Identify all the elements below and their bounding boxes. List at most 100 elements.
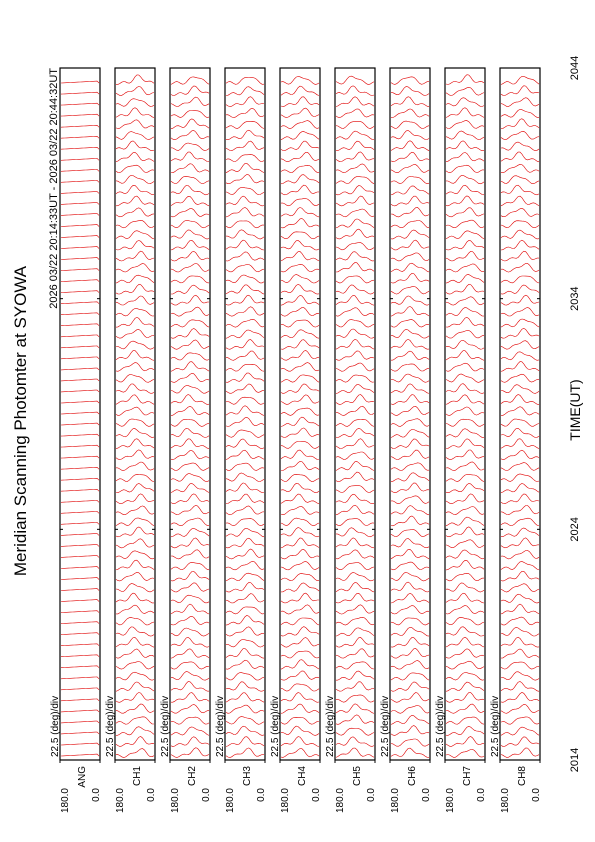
scan-trace <box>225 716 265 725</box>
scan-trace <box>60 433 100 437</box>
scan-trace <box>115 350 155 361</box>
scan-trace <box>445 219 485 228</box>
scan-trace <box>280 207 320 218</box>
scan-trace <box>60 246 100 249</box>
scan-trace <box>115 329 155 339</box>
scan-trace <box>280 218 320 229</box>
scan-trace <box>390 705 430 714</box>
scan-trace <box>60 146 100 150</box>
scan-trace <box>170 239 210 251</box>
scan-trace <box>170 427 210 438</box>
scan-trace <box>60 91 100 95</box>
scan-trace <box>60 500 100 503</box>
scan-trace <box>445 749 485 758</box>
scan-trace <box>170 372 210 383</box>
scan-trace <box>445 474 485 482</box>
scan-trace <box>335 163 375 174</box>
scan-trace <box>445 383 485 394</box>
scan-trace <box>390 262 430 273</box>
scan-trace <box>445 406 485 416</box>
scan-trace <box>335 438 375 449</box>
scan-trace <box>335 518 375 527</box>
scan-trace <box>501 527 540 537</box>
scan-trace <box>170 462 210 471</box>
scale-label: 22.5 (deg)/div <box>105 696 116 757</box>
scan-trace <box>445 725 485 736</box>
scan-trace <box>225 140 265 152</box>
scan-trace <box>115 493 155 504</box>
scan-trace <box>335 549 375 560</box>
scan-trace <box>445 152 485 162</box>
scan-trace <box>60 709 100 713</box>
scan-trace <box>280 107 320 118</box>
scan-trace <box>280 493 320 504</box>
scan-trace <box>225 107 265 118</box>
scan-trace <box>170 110 210 118</box>
scan-trace <box>280 449 320 460</box>
scan-trace <box>500 373 540 383</box>
y-tick-label: 180.0 <box>445 788 456 813</box>
scan-trace <box>115 726 155 736</box>
scan-trace <box>60 202 100 205</box>
scan-trace <box>280 329 320 339</box>
scan-trace <box>170 352 210 361</box>
scan-trace <box>280 703 320 714</box>
scan-trace <box>500 726 540 736</box>
scan-trace <box>115 583 155 593</box>
scan-trace <box>115 263 155 273</box>
scan-trace <box>445 626 485 637</box>
scan-trace <box>390 605 430 615</box>
scan-trace <box>60 323 100 326</box>
scan-trace <box>60 158 100 161</box>
scan-trace <box>390 581 430 593</box>
scan-trace <box>445 164 484 174</box>
scan-trace <box>335 405 375 416</box>
scan-trace <box>445 516 485 527</box>
channel-label: CH1 <box>132 766 143 786</box>
scan-trace <box>60 213 100 216</box>
scan-trace <box>390 472 430 482</box>
y-tick-label: 180.0 <box>500 788 511 813</box>
scan-trace <box>280 152 320 162</box>
scan-trace <box>280 427 320 438</box>
scan-trace <box>280 650 320 659</box>
scan-trace <box>115 374 155 383</box>
scan-trace <box>225 493 265 504</box>
scan-trace <box>390 515 430 527</box>
scan-trace <box>390 207 430 218</box>
scan-trace <box>445 636 485 648</box>
scan-trace <box>115 438 155 449</box>
scan-trace <box>335 661 375 670</box>
scan-trace <box>170 450 210 460</box>
scan-trace <box>445 362 485 372</box>
scan-trace <box>60 610 100 613</box>
scan-trace <box>280 407 320 416</box>
scan-trace <box>445 339 485 350</box>
scan-trace <box>225 239 265 251</box>
scan-trace <box>335 108 375 118</box>
scan-trace <box>390 252 430 262</box>
scan-trace <box>445 86 485 96</box>
scan-trace <box>280 659 320 670</box>
scan-trace <box>500 85 540 96</box>
scan-trace <box>60 400 100 404</box>
scan-trace <box>500 394 540 405</box>
scan-trace <box>60 720 100 724</box>
scan-trace <box>500 517 540 526</box>
scan-trace <box>115 592 154 604</box>
scan-trace <box>445 438 485 449</box>
scan-trace <box>335 427 375 438</box>
scan-trace <box>335 75 375 85</box>
scan-trace <box>335 185 375 196</box>
scan-trace <box>115 340 155 350</box>
scan-trace <box>60 389 100 393</box>
scan-trace <box>170 528 210 538</box>
scan-trace <box>170 118 210 129</box>
scan-trace <box>171 284 210 295</box>
scan-trace <box>60 169 100 172</box>
scan-trace <box>335 96 375 107</box>
scan-trace <box>225 429 265 438</box>
y-tick-label: 0.0 <box>256 788 267 802</box>
scan-trace <box>170 76 210 85</box>
scan-trace <box>335 294 375 306</box>
